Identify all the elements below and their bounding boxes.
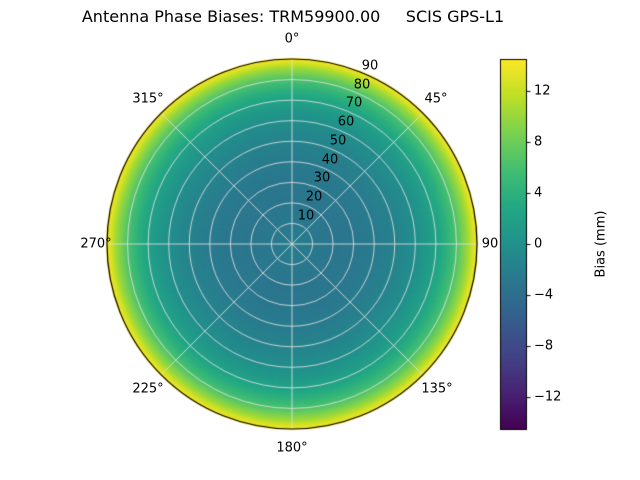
radial-tick-label-60: 60 (337, 114, 355, 130)
radial-tick-label-70: 70 (345, 95, 363, 111)
angular-tick-label-45: 45° (424, 91, 448, 107)
radial-tick-label-20: 20 (305, 189, 323, 205)
colorbar-axis-label: Bias (mm) (593, 210, 609, 278)
radial-tick-label-40: 40 (321, 152, 339, 168)
angular-tick-label-180: 180° (276, 440, 308, 456)
radial-tick-label-80: 80 (353, 77, 371, 93)
radial-tick-label-90: 90 (361, 58, 379, 74)
radial-tick-label-50: 50 (329, 133, 347, 149)
colorbar-tick-label-m4: −4 (534, 287, 554, 303)
colorbar-tick-label-8: 8 (534, 134, 543, 150)
angular-tick-label-90: 90 (481, 236, 499, 252)
angular-tick-label-135: 135° (421, 381, 453, 397)
radial-tick-label-10: 10 (297, 208, 315, 224)
colorbar-tick-label-m8: −8 (534, 338, 554, 354)
angular-tick-label-225: 225° (132, 381, 164, 397)
colorbar-tick-label-0: 0 (534, 236, 543, 252)
angular-tick-label-0: 0° (284, 31, 300, 47)
angular-tick-label-315: 315° (132, 91, 164, 107)
page-title: Antenna Phase Biases: TRM59900.00 SCIS G… (81, 7, 505, 26)
radial-tick-label-30: 30 (313, 170, 331, 186)
colorbar-tick-label-m12: −12 (534, 389, 562, 405)
colorbar-tick-label-4: 4 (534, 185, 543, 201)
colorbar-tick-label-12: 12 (534, 83, 551, 99)
angular-tick-label-270: 270° (80, 236, 112, 252)
